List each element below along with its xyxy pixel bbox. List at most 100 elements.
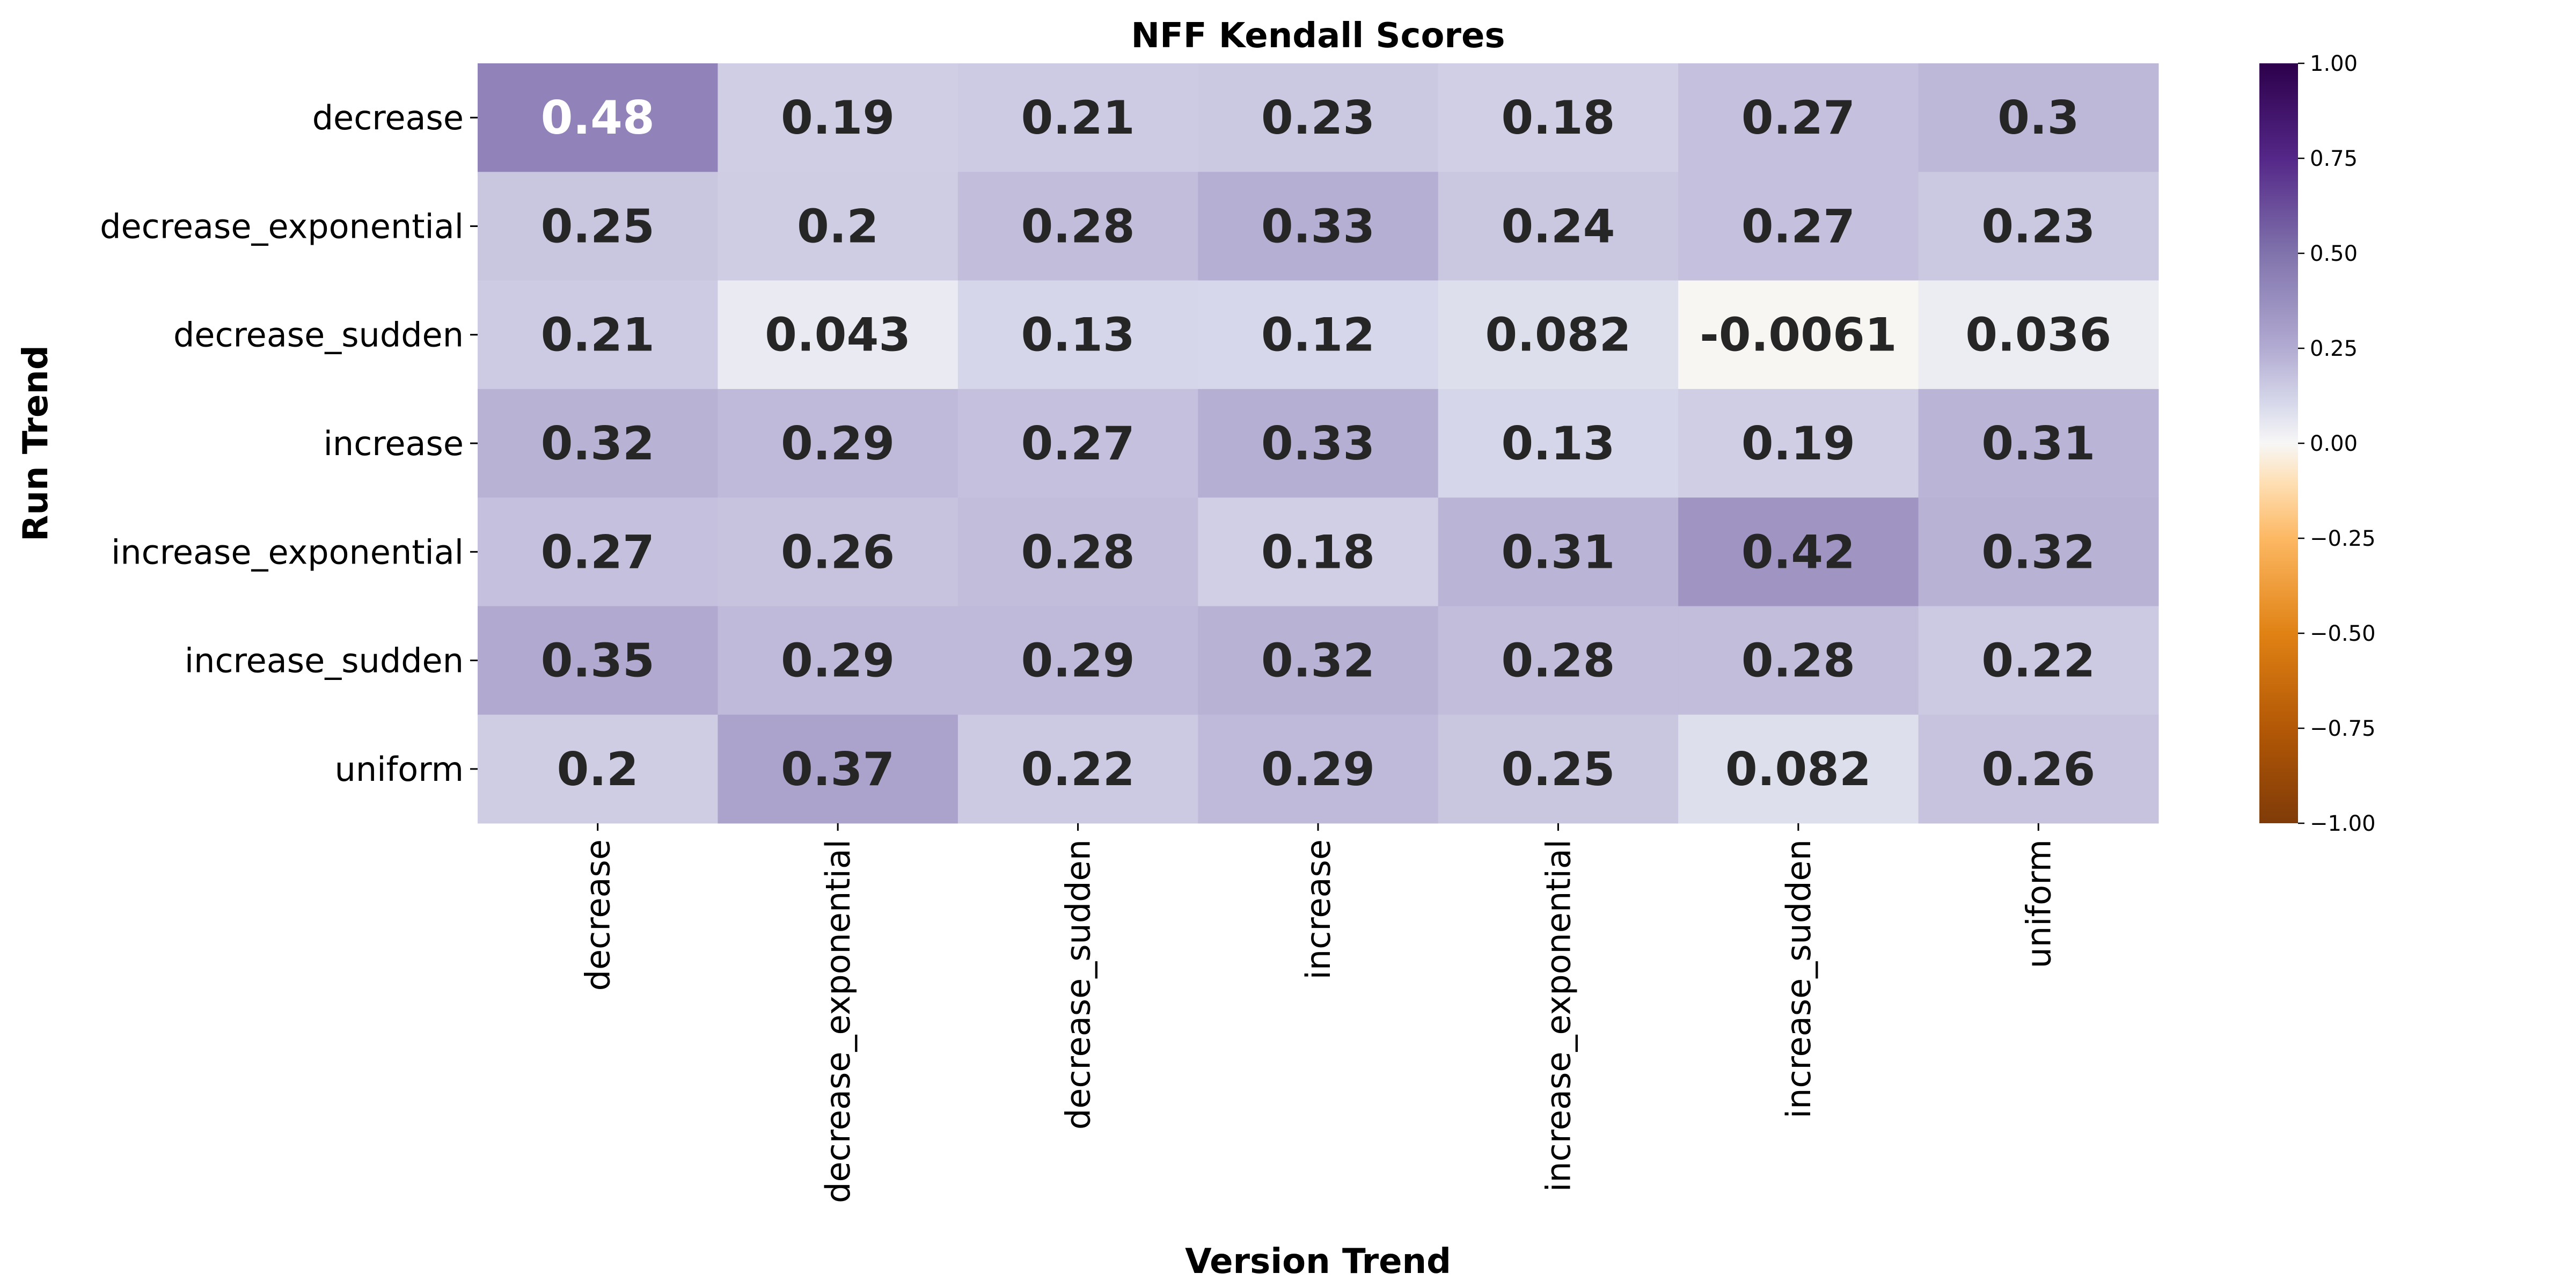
heatmap-cell — [957, 389, 1198, 498]
cell-value-label: 0.27 — [1741, 91, 1855, 145]
heatmap-cell — [718, 497, 958, 606]
heatmap-cell — [478, 389, 718, 498]
heatmap-cell — [1198, 280, 1439, 390]
cell-value-label: 0.23 — [1981, 200, 2095, 253]
cell-value-label: 0.26 — [781, 525, 895, 579]
heatmap-cell — [1678, 63, 1919, 172]
cell-value-label: 0.22 — [1981, 634, 2095, 688]
cell-value-label: 0.32 — [541, 417, 655, 471]
cell-value-label: 0.22 — [1021, 743, 1135, 796]
y-axis-ticks: decrease decrease_exponential decrease_sud… — [100, 98, 478, 789]
heatmap-cell — [1438, 389, 1679, 498]
cell-value-label: 0.13 — [1021, 309, 1135, 362]
colorbar-tick-label: −0.75 — [2310, 716, 2376, 741]
colorbar-tick-label: −0.50 — [2310, 621, 2376, 646]
x-tick-label: decrease_exponential — [818, 839, 858, 1203]
heatmap-cell — [478, 280, 718, 390]
heatmap-cell — [718, 606, 958, 715]
cell-value-label: 0.31 — [1981, 417, 2095, 471]
heatmap-cell — [1438, 497, 1679, 606]
cell-value-label: 0.24 — [1501, 200, 1615, 253]
cell-value-label: 0.18 — [1261, 525, 1375, 579]
x-axis-ticks: decrease decrease_exponential decrease_sud… — [579, 823, 2058, 1203]
heatmap-cell — [957, 714, 1198, 824]
cell-value-label: 0.25 — [541, 200, 655, 253]
heatmap-cell — [478, 63, 718, 172]
heatmap-cell — [1438, 280, 1679, 390]
colorbar-tick-label: 0.75 — [2310, 147, 2358, 171]
cell-value-label: 0.18 — [1501, 91, 1615, 145]
heatmap-cell — [718, 280, 958, 390]
y-axis-title: Run Trend — [16, 345, 56, 541]
colorbar-gradient — [2259, 63, 2298, 823]
y-tick-label: increase — [324, 424, 464, 463]
heatmap-cell — [1918, 497, 2159, 606]
y-tick-label: decrease_exponential — [100, 207, 464, 246]
heatmap-cell — [478, 714, 718, 824]
heatmap-cell — [957, 280, 1198, 390]
cell-value-label: 0.35 — [541, 634, 655, 688]
colorbar-tick-label: 0.25 — [2310, 336, 2358, 361]
cell-value-label: 0.28 — [1501, 634, 1615, 688]
cell-value-label: 0.28 — [1021, 525, 1135, 579]
cell-value-label: 0.12 — [1261, 309, 1375, 362]
cell-value-label: 0.28 — [1021, 200, 1135, 253]
cell-value-label: 0.37 — [781, 743, 895, 796]
cell-value-label: 0.082 — [1725, 743, 1871, 796]
colorbar: 1.00 0.75 0.50 0.25 0.00 −0.25 −0.50 −0.75 −1.00 — [2259, 52, 2376, 836]
x-tick-label: uniform — [2019, 839, 2058, 968]
heatmap-cell — [1198, 714, 1439, 824]
cell-value-label: 0.21 — [1021, 91, 1135, 145]
heatmap-cell — [1678, 172, 1919, 281]
heatmap-cells: 0.48 0.19 0.21 0.23 0.18 0.27 0.3 0.25 0.2 0.28 0.… — [478, 63, 2159, 824]
cell-value-label: 0.036 — [1965, 309, 2111, 362]
heatmap-cell — [1678, 389, 1919, 498]
heatmap-cell — [957, 606, 1198, 715]
heatmap-cell — [718, 389, 958, 498]
heatmap-cell — [1438, 63, 1679, 172]
heatmap-cell — [478, 172, 718, 281]
cell-value-label: 0.27 — [1741, 200, 1855, 253]
heatmap-cell — [1438, 172, 1679, 281]
heatmap-cell — [1198, 606, 1439, 715]
x-tick-label: decrease_sudden — [1059, 839, 1098, 1130]
cell-value-label: 0.3 — [1997, 91, 2079, 145]
cell-value-label: 0.31 — [1501, 525, 1615, 579]
cell-value-label: 0.29 — [1261, 743, 1375, 796]
cell-value-label: 0.23 — [1261, 91, 1375, 145]
heatmap-cell — [1198, 172, 1439, 281]
cell-value-label: -0.0061 — [1700, 309, 1897, 362]
colorbar-tick-label: 0.00 — [2310, 431, 2358, 456]
heatmap-cell — [718, 172, 958, 281]
cell-value-label: 0.29 — [1021, 634, 1135, 688]
y-tick-label: decrease — [312, 98, 464, 137]
colorbar-tick-label: 1.00 — [2310, 52, 2358, 76]
x-axis-title: Version Trend — [1185, 1242, 1451, 1282]
x-tick-label: decrease — [579, 839, 618, 991]
cell-value-label: 0.19 — [1741, 417, 1855, 471]
y-tick-label: decrease_sudden — [173, 316, 464, 355]
heatmap-cell — [478, 497, 718, 606]
cell-value-label: 0.32 — [1261, 634, 1375, 688]
cell-value-label: 0.13 — [1501, 417, 1615, 471]
cell-value-label: 0.42 — [1741, 525, 1855, 579]
x-tick-label: increase_exponential — [1539, 839, 1578, 1192]
y-tick-label: increase_sudden — [185, 641, 464, 680]
heatmap-cell — [1678, 606, 1919, 715]
cell-value-label: 0.082 — [1485, 309, 1631, 362]
cell-value-label: 0.33 — [1261, 200, 1375, 253]
cell-value-label: 0.043 — [765, 309, 911, 362]
cell-value-label: 0.29 — [781, 634, 895, 688]
colorbar-tick-label: −1.00 — [2310, 811, 2376, 836]
cell-value-label: 0.32 — [1981, 525, 2095, 579]
x-tick-label: increase_sudden — [1779, 839, 1818, 1118]
cell-value-label: 0.27 — [541, 525, 655, 579]
heatmap-cell — [957, 497, 1198, 606]
heatmap-cell — [1678, 714, 1919, 824]
colorbar-tick-label: 0.50 — [2310, 241, 2358, 266]
heatmap-cell — [1198, 497, 1439, 606]
cell-value-label: 0.27 — [1021, 417, 1135, 471]
cell-value-label: 0.25 — [1501, 743, 1615, 796]
heatmap-cell — [1438, 606, 1679, 715]
y-tick-label: increase_exponential — [111, 532, 464, 572]
